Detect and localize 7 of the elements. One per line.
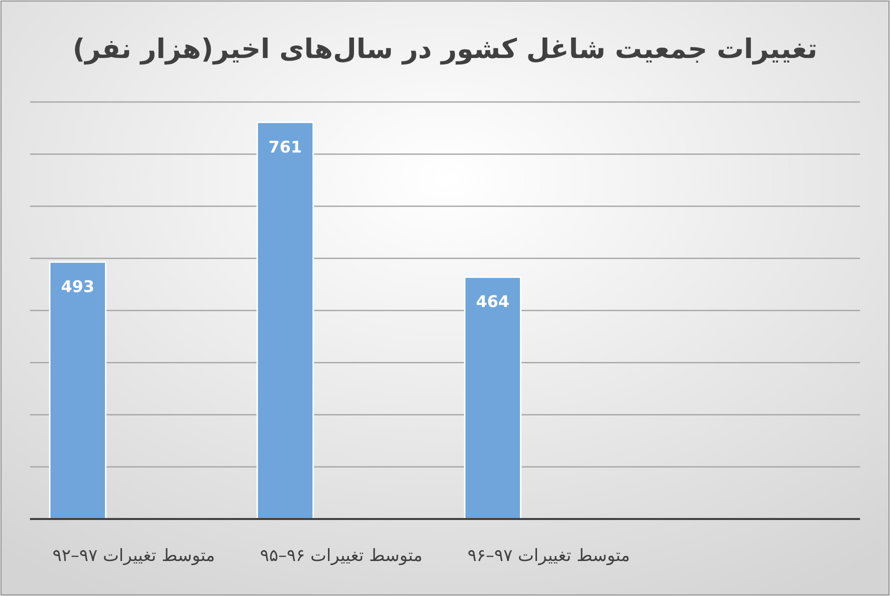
x-tick-label: متوسط تغییرات ۹۶–۹۵ <box>260 546 423 566</box>
x-tick-label: متوسط تغییرات ۹۷–۹۶ <box>467 546 630 566</box>
data-label: 761 <box>268 137 302 156</box>
x-tick-label: متوسط تغییرات ۹۷–۹۲ <box>52 546 216 566</box>
data-label: 493 <box>61 277 94 296</box>
chart-title: تغییرات جمعیت شاغل کشور در سال‌های اخیر(هزار نفر) <box>72 34 818 65</box>
data-label: 464 <box>476 292 510 312</box>
